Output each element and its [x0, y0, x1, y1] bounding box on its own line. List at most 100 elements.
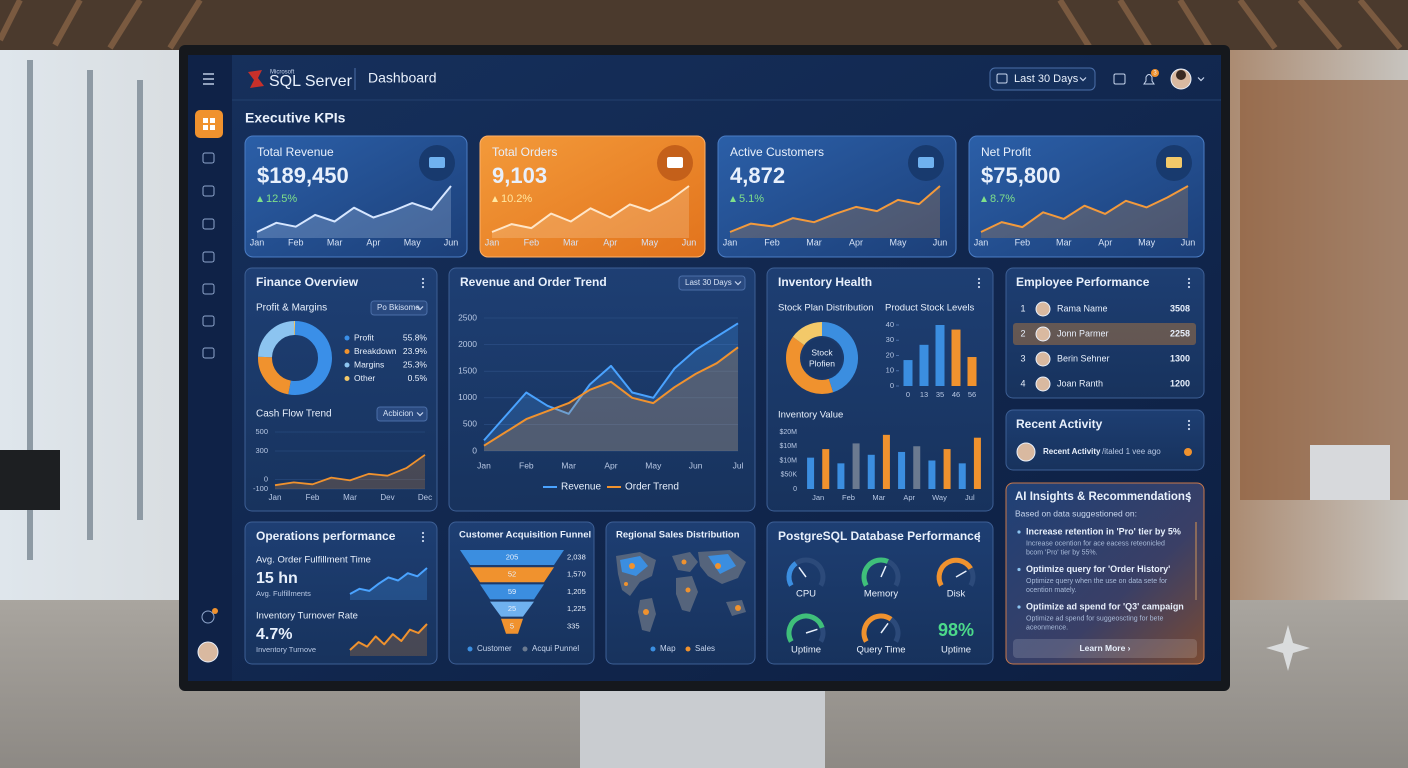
gauge-value — [786, 561, 798, 587]
funnel-stage — [470, 567, 554, 583]
learn-more-button[interactable] — [1013, 639, 1197, 658]
notification-badge — [1151, 69, 1159, 77]
menu-dots[interactable] — [1187, 285, 1191, 289]
nav-icon[interactable] — [202, 152, 215, 164]
menu-dots[interactable] — [1187, 277, 1191, 281]
menu-dots[interactable] — [1187, 419, 1191, 423]
area — [730, 186, 940, 238]
area — [275, 454, 425, 489]
nav-icon[interactable] — [202, 185, 215, 197]
rank: 2 — [1020, 328, 1025, 338]
dropdown[interactable] — [678, 275, 746, 291]
menu-dots[interactable] — [1187, 491, 1191, 495]
up-arrow — [492, 196, 498, 202]
menu-dots[interactable] — [421, 531, 425, 535]
insight-text: Optimize ad spend for suggeoscting for b… — [1026, 615, 1163, 622]
menu-dots[interactable] — [977, 531, 981, 535]
menu-dots[interactable] — [421, 281, 425, 285]
x-tick-label: Feb — [519, 460, 534, 470]
dropdown[interactable] — [370, 300, 428, 316]
x-tick-label: May — [1138, 237, 1156, 247]
menu-dots[interactable] — [1187, 427, 1191, 431]
chevron — [416, 306, 424, 311]
menu-dots[interactable] — [1187, 281, 1191, 285]
y-tick-label: 10 — [886, 366, 894, 375]
menu-dots[interactable] — [421, 535, 425, 539]
kpi-card[interactable] — [968, 135, 1205, 258]
x-tick-label: Jan — [477, 460, 491, 470]
kpi-value: 4,872 — [730, 163, 785, 188]
bullet — [1017, 530, 1021, 534]
bell-icon[interactable] — [1143, 74, 1155, 85]
calendar-button[interactable] — [1113, 73, 1126, 85]
insight-text: Increase ocention for ace eacess reteoni… — [1026, 540, 1165, 547]
panel — [1005, 267, 1205, 399]
panel — [448, 267, 756, 512]
menu-dots[interactable] — [421, 539, 425, 543]
y-tick-label: 0 — [472, 445, 477, 455]
nav-icon — [203, 125, 208, 130]
panel-title: PostgreSQL Database Performance — [778, 529, 981, 543]
legend-swatch — [467, 646, 473, 652]
employee-avatar — [1035, 376, 1051, 392]
bar — [967, 357, 977, 386]
employee-name: Joan Ranth — [1057, 378, 1103, 388]
area — [257, 186, 451, 238]
chat-icon[interactable] — [201, 610, 215, 624]
panel-title: Operations performance — [256, 529, 396, 543]
menu-dots[interactable] — [977, 539, 981, 543]
activity-avatar — [1016, 442, 1036, 462]
menu-dots[interactable] — [421, 277, 425, 281]
kpi-card[interactable] — [717, 135, 957, 258]
ceiling — [0, 0, 1408, 50]
kpi-card[interactable] — [479, 135, 706, 258]
menu-dots[interactable] — [1187, 423, 1191, 427]
x-tick-label: May — [641, 237, 659, 247]
menu-dots[interactable] — [1187, 499, 1191, 503]
y-tick-label: 300 — [255, 446, 268, 455]
y-tick-label: 30 — [886, 335, 894, 344]
menu-dots[interactable] — [1187, 495, 1191, 499]
nav-icon[interactable] — [202, 251, 215, 263]
bar — [913, 446, 921, 489]
x-tick-label: May — [404, 237, 422, 247]
value-label: 0.5% — [408, 373, 428, 383]
menu-dots[interactable] — [977, 281, 981, 285]
nav-icon[interactable] — [202, 315, 215, 327]
y-tick-label: 2000 — [458, 339, 477, 349]
dropdown[interactable] — [376, 406, 428, 422]
y-tick-label: 0 — [264, 474, 268, 483]
date-dropdown[interactable] — [989, 67, 1096, 91]
nav-icon[interactable] — [202, 347, 215, 359]
nav-icon[interactable] — [202, 283, 215, 295]
y-tick-label: -100 — [253, 484, 268, 493]
menu-dots[interactable] — [421, 285, 425, 289]
nav-active[interactable] — [195, 110, 223, 138]
gauge-label: Disk — [947, 589, 966, 600]
nav-icon[interactable] — [202, 218, 215, 230]
employee-score: 3508 — [1170, 303, 1190, 313]
nav-icon — [210, 125, 215, 130]
metric-value: 4.7% — [256, 626, 292, 643]
panel-title: Employee Performance — [1016, 275, 1150, 289]
menu-dots[interactable] — [977, 535, 981, 539]
value-label: 23.9% — [403, 346, 428, 356]
x-tick-label: Feb — [842, 493, 855, 502]
kpi-value: $75,800 — [981, 163, 1061, 188]
brand-small: Microsoft — [270, 70, 295, 76]
menu-dots[interactable] — [977, 285, 981, 289]
y-tick-label: 500 — [463, 419, 477, 429]
chevron — [734, 281, 742, 286]
x-tick-label: Mar — [327, 237, 343, 247]
insight-text: ocention mately. — [1026, 587, 1077, 594]
legend-swatch — [344, 376, 350, 381]
gauge-label: Uptime — [791, 645, 821, 656]
sidebar-avatar[interactable] — [197, 641, 219, 663]
x-tick-label: Mar — [561, 460, 576, 470]
panel — [1005, 482, 1205, 665]
menu-dots[interactable] — [977, 277, 981, 281]
donut-segment — [258, 321, 295, 358]
bar — [898, 451, 906, 489]
kpi-icon-glyph — [667, 157, 683, 168]
kpi-card[interactable] — [244, 135, 468, 258]
